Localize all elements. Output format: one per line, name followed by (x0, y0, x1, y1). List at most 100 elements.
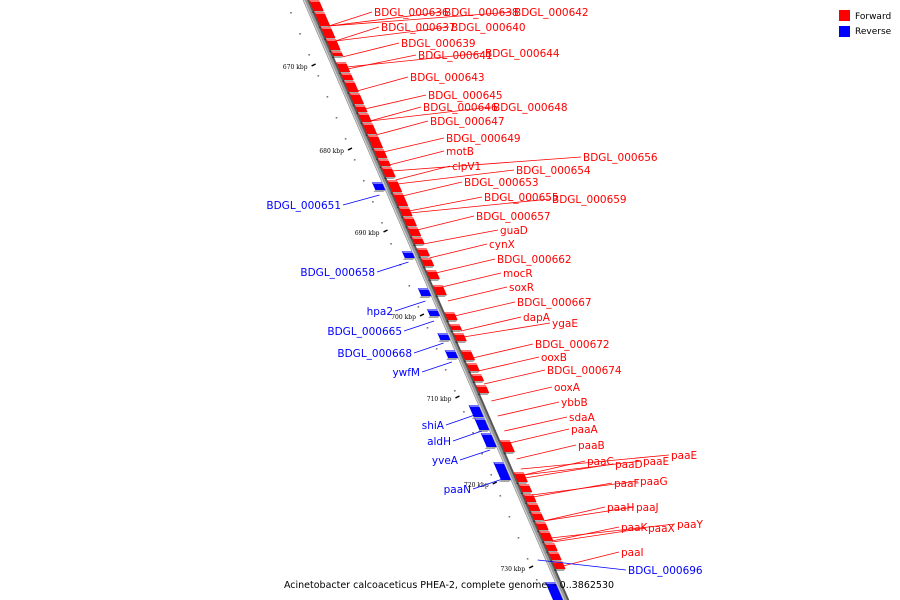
legend-reverse-label: Reverse (855, 27, 892, 37)
gene-label-reverse: BDGL_000658 (300, 267, 375, 279)
gene-label-forward: paaX (648, 523, 675, 535)
gene-highlight (373, 149, 386, 151)
tick-mark (455, 395, 460, 399)
gene-body (357, 113, 372, 122)
gene-highlight (544, 543, 557, 545)
minor-tick (344, 138, 347, 140)
gene-label-reverse: ywfM (392, 367, 420, 379)
gene-highlight (539, 531, 552, 533)
leader-line (472, 343, 534, 359)
gene-shadow (520, 492, 533, 494)
gene-label-forward: paaD (615, 459, 643, 471)
gene-shadow (427, 316, 440, 318)
leader-line (342, 42, 400, 58)
gene-label-forward: paaK (621, 522, 649, 534)
tick-mark (419, 313, 425, 317)
gene-label-forward: ooxA (554, 382, 581, 394)
minor-tick (526, 558, 529, 560)
gene-highlight (548, 552, 561, 554)
gene-body (432, 285, 447, 295)
gene-shadow (484, 447, 497, 449)
gene-shadow (412, 244, 425, 246)
gene-body (331, 51, 344, 56)
leader-line (472, 478, 503, 490)
gene-body (362, 123, 378, 134)
gene-label-forward: paaE (671, 450, 697, 462)
gene-highlight (449, 324, 462, 326)
minor-tick (499, 495, 502, 497)
gene-highlight (401, 251, 414, 253)
forward-gene (354, 105, 368, 114)
gene-body (377, 159, 391, 166)
gene-body (444, 312, 458, 320)
gene-body (474, 418, 490, 430)
gene-label-forward: BDGL_000638 (444, 7, 519, 19)
forward-gene (432, 285, 447, 297)
leader-line (383, 137, 445, 153)
reverse-gene (417, 288, 432, 298)
gene-highlight (513, 472, 526, 474)
reverse-gene (493, 462, 511, 482)
backbone-highlight (303, 0, 565, 600)
leader-line (504, 416, 568, 432)
gene-body (468, 405, 484, 417)
gene-highlight (392, 193, 405, 195)
gene-shadow (419, 296, 432, 298)
gene-label-forward: BDGL_000662 (497, 254, 572, 266)
gene-body (354, 105, 368, 112)
gene-highlight (523, 494, 536, 496)
gene-label-forward: BDGL_000656 (583, 152, 658, 164)
reverse-gene (437, 333, 451, 342)
gene-highlight (417, 288, 430, 290)
gene-label-forward: ybbB (561, 397, 588, 409)
gene-highlight (367, 135, 380, 137)
gene-body (453, 333, 467, 341)
minor-tick (508, 516, 511, 518)
gene-label-forward: cynX (489, 239, 515, 251)
gene-body (530, 512, 545, 520)
minor-tick (353, 159, 356, 161)
leader-line (491, 386, 553, 402)
gene-label-forward: soxR (509, 282, 534, 294)
tick-label: 710 kbp (427, 396, 452, 403)
gene-body (526, 503, 541, 511)
leader-line (459, 449, 491, 461)
gene-highlight (331, 51, 344, 53)
gene-body (535, 522, 549, 530)
leader-line (335, 26, 450, 42)
leader-line (463, 322, 551, 338)
gene-highlight (545, 582, 558, 584)
leader-line (364, 94, 427, 110)
gene-label-reverse: aldH (427, 436, 451, 448)
gene-shadow (472, 381, 485, 383)
backbone-line (302, 0, 568, 600)
minor-tick (326, 96, 329, 98)
minor-tick (481, 453, 483, 455)
forward-gene (444, 312, 458, 322)
gene-shadow (467, 371, 480, 373)
map-caption: Acinetobacter calcoaceticus PHEA-2, comp… (284, 580, 614, 591)
leader-line (552, 527, 647, 543)
gene-label-forward: BDGL_000648 (493, 102, 568, 114)
gene-label-reverse: shiA (422, 420, 445, 432)
gene-highlight (377, 159, 390, 161)
minor-tick (463, 411, 465, 413)
leader-line (397, 169, 515, 185)
legend-forward-swatch (839, 10, 850, 21)
gene-highlight (357, 113, 370, 115)
gene-label-forward: BDGL_000674 (547, 365, 622, 377)
forward-gene (411, 237, 425, 246)
minor-tick (390, 243, 392, 245)
tick-mark (383, 229, 388, 233)
gene-highlight (480, 433, 493, 435)
leader-line (328, 11, 443, 27)
legend-reverse-swatch (839, 26, 850, 37)
gene-label-forward: paaJ (636, 502, 659, 514)
leader-line (369, 106, 422, 122)
gene-shadow (553, 569, 566, 571)
gene-body (460, 350, 475, 360)
leader-line (483, 369, 546, 385)
gene-features (309, 0, 566, 600)
gene-label-forward: paaB (578, 440, 605, 452)
forward-gene (466, 363, 480, 373)
